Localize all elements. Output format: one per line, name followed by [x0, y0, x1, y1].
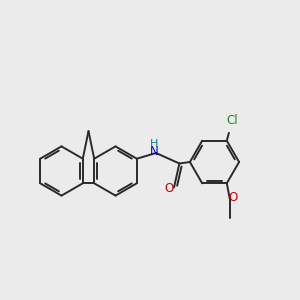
Text: Cl: Cl: [226, 114, 238, 128]
Text: H: H: [150, 139, 159, 149]
Text: O: O: [165, 182, 174, 196]
Text: O: O: [228, 191, 237, 204]
Text: N: N: [150, 145, 159, 158]
